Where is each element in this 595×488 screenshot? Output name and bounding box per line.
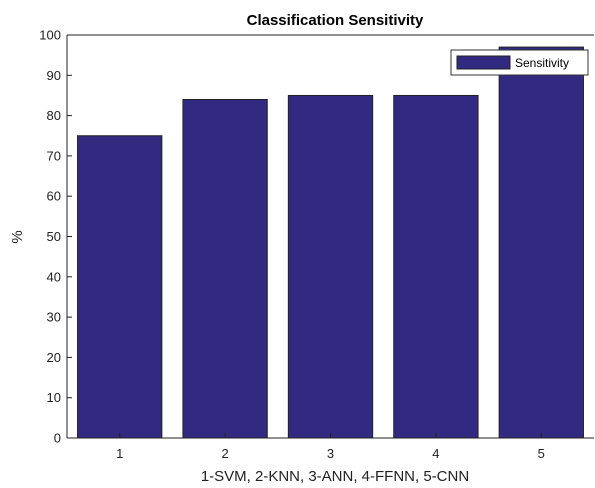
x-tick-label: 5 [538, 446, 545, 461]
bar-3 [287, 94, 374, 439]
y-axis-label: % [9, 230, 26, 243]
y-tick-label: 0 [54, 431, 61, 446]
y-tick-label: 10 [47, 390, 61, 405]
x-tick-label: 4 [432, 446, 439, 461]
legend-box [450, 49, 589, 76]
axes-group [66, 34, 594, 439]
x-tick-label: 2 [221, 446, 228, 461]
y-tick-label: 90 [47, 68, 61, 83]
x-tick-label: 3 [327, 446, 334, 461]
y-tick-label: 40 [47, 269, 61, 284]
y-tick-label: 70 [47, 148, 61, 163]
legend-label: Sensitivity [515, 56, 569, 70]
y-tick-label: 100 [39, 28, 61, 43]
y-tick-label: 30 [47, 310, 61, 325]
bar-2 [182, 98, 268, 439]
y-tick-label: 20 [47, 350, 61, 365]
bar-5 [498, 46, 584, 439]
legend-swatch [456, 55, 511, 70]
y-tick-labels: 0 10 20 30 40 50 60 70 80 90 100 [39, 28, 61, 446]
y-tick-label: 50 [47, 229, 61, 244]
bars-group [77, 46, 584, 439]
bar-1 [77, 135, 163, 439]
bar-4 [393, 94, 479, 439]
legend: Sensitivity [450, 49, 589, 76]
chart-title: Classification Sensitivity [247, 12, 424, 29]
x-tick-label: 1 [116, 446, 123, 461]
x-axis-label: 1-SVM, 2-KNN, 3-ANN, 4-FFNN, 5-CNN [201, 468, 469, 485]
y-tick-label: 80 [47, 108, 61, 123]
x-tick-labels: 1 2 3 4 5 [116, 446, 545, 461]
y-tick-label: 60 [47, 189, 61, 204]
